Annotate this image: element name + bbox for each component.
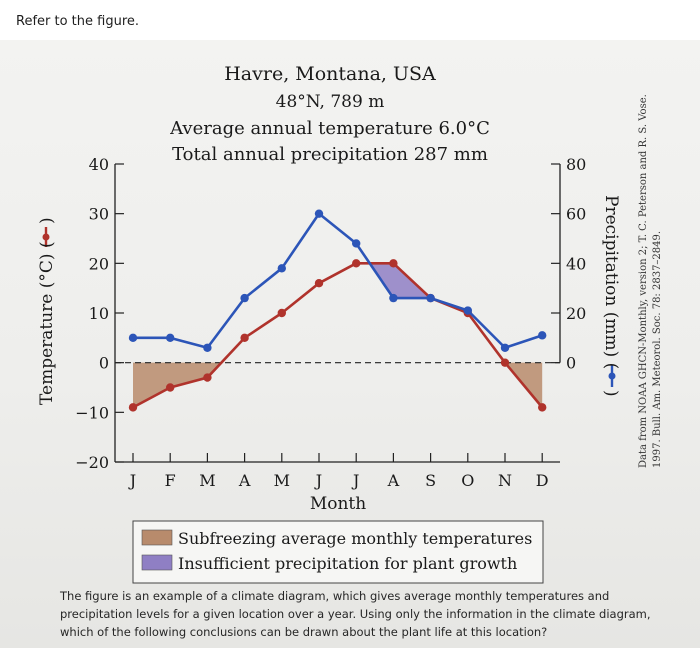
chart-subtitle-location: 48°N, 789 m: [276, 92, 385, 112]
y-right-tick-label: 40: [566, 254, 586, 273]
x-tick-label: J: [314, 471, 322, 490]
precip-legend-glyph: ): [601, 365, 621, 397]
y-right-tick-label: 0: [566, 354, 576, 373]
temperature-point: [166, 383, 175, 392]
x-tick-label: A: [238, 471, 251, 490]
x-tick-label: S: [425, 471, 436, 490]
legend-swatch-insufficient-precip: [141, 554, 173, 571]
precipitation-point: [500, 343, 510, 352]
precipitation-point: [128, 333, 138, 343]
insufficient-precip-region: [369, 263, 431, 299]
temperature-point: [240, 333, 249, 343]
y-right-tick-label: 60: [566, 205, 586, 224]
temperature-point: [128, 403, 138, 412]
temperature-point: [314, 279, 324, 288]
y-axis-right-label: Precipitation (mm) (: [601, 195, 621, 369]
precipitation-point: [389, 293, 398, 303]
y-left-tick-label: 10: [89, 304, 109, 323]
precipitation-point: [314, 209, 324, 218]
precipitation-point: [538, 331, 547, 340]
temperature-point: [389, 259, 398, 268]
y-left-tick-label: 40: [89, 155, 109, 174]
precipitation-point: [240, 293, 249, 303]
temperature-point: [500, 358, 510, 367]
precip-glyph-dot: [608, 372, 616, 380]
y-left-tick-label: −10: [75, 403, 109, 422]
precipitation-point: [426, 293, 435, 303]
x-tick-label: A: [387, 471, 400, 490]
temperature-line: [132, 262, 544, 409]
source-note-line1: Data from NOAA GHCN-Monthly, version 2; …: [638, 94, 649, 468]
x-tick-label: O: [461, 471, 474, 490]
y-axis-left-label: Temperature (°C) (: [37, 241, 57, 405]
precipitation-line: [133, 212, 543, 350]
chart-subtitle-precipitation: Total annual precipitation 287 mm: [172, 144, 488, 165]
legend: Subfreezing average monthly temperatures…: [132, 520, 544, 584]
y-left-tick-label: 0: [99, 354, 109, 373]
temp-legend-glyph: ): [37, 217, 57, 247]
legend-frame: [132, 520, 544, 584]
temperature-point: [203, 373, 212, 382]
legend-swatch-subfreezing: [141, 529, 173, 546]
y-left-tick-label: 30: [89, 205, 109, 224]
precipitation-point: [463, 306, 472, 315]
x-tick-label: J: [128, 471, 136, 490]
precipitation-point: [352, 239, 361, 248]
y-right-tick-label: 80: [566, 155, 586, 174]
x-tick-label: M: [199, 471, 215, 490]
question-caption: The figure is an example of a climate di…: [60, 589, 651, 639]
temp-glyph-paren: ): [37, 217, 57, 224]
temperature-point: [538, 403, 547, 412]
precipitation-point: [277, 264, 286, 273]
precip-glyph-paren: ): [601, 390, 621, 397]
temperature-point: [277, 308, 286, 318]
plot-area: 40 30 20 10 0 −10 −20 80 60 40 20 0 J F M A M J J A S O N D)): [37, 155, 621, 490]
precipitation-point: [203, 343, 212, 352]
x-tick-label: F: [165, 471, 176, 490]
precipitation-point: [166, 333, 175, 343]
y-right-tick-label: 20: [566, 304, 586, 323]
x-tick-label: J: [351, 471, 359, 490]
legend-label-subfreezing: Subfreezing average monthly temperatures: [178, 529, 532, 548]
source-note-line2: 1997. Bull. Am. Meteorol. Soc. 78: 2837–…: [652, 231, 663, 468]
x-tick-label: D: [536, 471, 549, 490]
chart-subtitle-temperature: Average annual temperature 6.0°C: [169, 118, 490, 139]
x-tick-label: M: [274, 471, 290, 490]
temperature-point: [352, 259, 361, 268]
chart-title: Havre, Montana, USA: [224, 63, 436, 85]
y-left-tick-label: 20: [89, 254, 109, 273]
legend-label-insufficient-precip: Insufficient precipitation for plant gro…: [178, 554, 517, 573]
temp-glyph-dot: [42, 233, 50, 241]
x-tick-label: N: [498, 471, 512, 490]
question-prompt: Refer to the figure.: [16, 14, 140, 29]
x-axis-label: Month: [310, 494, 366, 514]
y-left-tick-label: −20: [75, 453, 109, 472]
